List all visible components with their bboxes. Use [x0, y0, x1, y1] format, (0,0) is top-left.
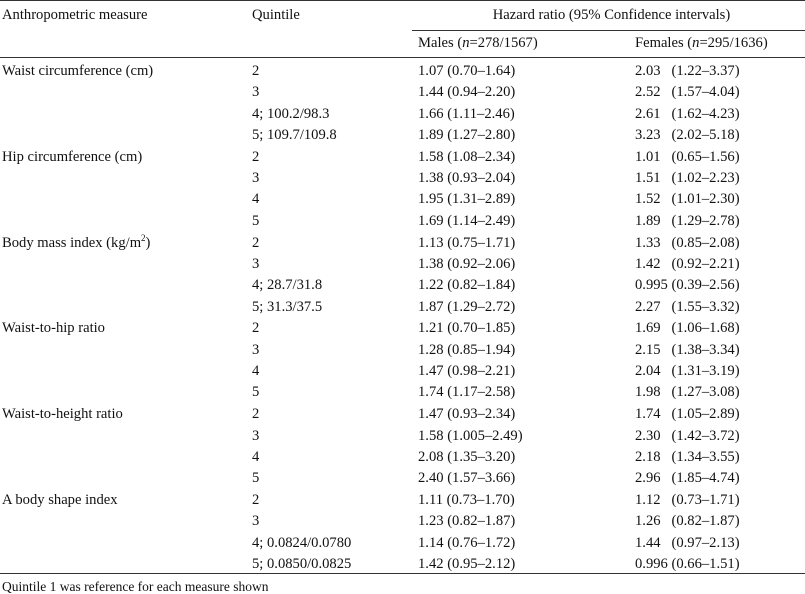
measure-label: Waist-to-hip ratio [2, 320, 105, 337]
header-males: Males (n=278/1567) [418, 35, 538, 51]
females-hr-cell: 1.52 (1.01–2.30) [635, 191, 740, 208]
quintile-cell: 2 [252, 148, 260, 165]
females-hr-cell: 2.04 (1.31–3.19) [635, 363, 740, 379]
males-hr-cell: 1.58 (1.08–2.34) [418, 148, 516, 165]
males-hr-cell: 1.87 (1.29–2.72) [418, 298, 516, 315]
females-hr-cell: 1.98 (1.27–3.08) [635, 384, 740, 401]
females-hr-cell: 1.26 (0.82–1.87) [635, 513, 740, 530]
males-hr-cell: 1.11 (0.73–1.70) [418, 492, 515, 508]
females-hr-cell: 2.30 (1.42–3.72) [635, 427, 740, 444]
females-hr-cell: 1.44 (0.97–2.13) [635, 534, 740, 551]
quintile-cell: 3 [252, 84, 260, 101]
table-top-rule [0, 0, 805, 1]
females-hr-cell: 1.42 (0.92–2.21) [635, 255, 740, 272]
males-hr-cell: 1.44 (0.94–2.20) [418, 84, 516, 101]
measure-label: A body shape index [2, 492, 118, 508]
quintile-cell: 3 [252, 341, 260, 358]
females-hr-cell: 2.03 (1.22–3.37) [635, 63, 740, 79]
quintile-cell: 4; 0.0824/0.0780 [252, 534, 352, 551]
males-hr-cell: 2.08 (1.35–3.20) [418, 448, 516, 465]
males-hr-cell: 1.21 (0.70–1.85) [418, 320, 516, 337]
females-hr-cell: 1.12 (0.73–1.71) [635, 492, 740, 508]
females-hr-cell: 1.69 (1.06–1.68) [635, 320, 740, 337]
quintile-cell: 5 [252, 212, 260, 229]
quintile-cell: 5 [252, 470, 260, 487]
measure-label: Waist circumference (cm) [2, 63, 154, 79]
quintile-cell: 4; 100.2/98.3 [252, 105, 330, 122]
males-hr-cell: 1.38 (0.93–2.04) [418, 170, 516, 187]
quintile-cell: 4 [252, 363, 260, 379]
header-anthropometric-measure: Anthropometric measure [2, 7, 148, 23]
males-hr-cell: 1.66 (1.11–2.46) [418, 105, 515, 122]
quintile-cell: 3 [252, 170, 260, 187]
males-hr-cell: 1.58 (1.005–2.49) [418, 427, 523, 444]
males-hr-cell: 1.13 (0.75–1.71) [418, 234, 516, 251]
quintile-cell: 3 [252, 427, 260, 444]
quintile-cell: 3 [252, 255, 260, 272]
header-females: Females (n=295/1636) [635, 35, 768, 51]
males-hr-cell: 1.38 (0.92–2.06) [418, 255, 516, 272]
males-hr-cell: 1.14 (0.76–1.72) [418, 534, 516, 551]
table-bottom-rule [0, 573, 805, 574]
header-span-rule [412, 30, 805, 31]
females-hr-cell: 1.51 (1.02–2.23) [635, 170, 740, 187]
quintile-cell: 2 [252, 234, 260, 251]
quintile-cell: 4 [252, 448, 260, 465]
females-hr-cell: 1.89 (1.29–2.78) [635, 212, 740, 229]
females-hr-cell: 0.995 (0.39–2.56) [635, 277, 740, 294]
header-bottom-rule [0, 57, 805, 58]
quintile-cell: 2 [252, 320, 260, 337]
females-hr-cell: 2.18 (1.34–3.55) [635, 448, 740, 465]
males-hr-cell: 1.74 (1.17–2.58) [418, 384, 516, 401]
males-hr-cell: 1.23 (0.82–1.87) [418, 513, 516, 530]
quintile-cell: 5; 109.7/109.8 [252, 126, 337, 143]
females-hr-cell: 2.15 (1.38–3.34) [635, 341, 740, 358]
males-hr-cell: 1.22 (0.82–1.84) [418, 277, 516, 294]
quintile-cell: 5 [252, 384, 260, 401]
males-hr-cell: 1.95 (1.31–2.89) [418, 191, 516, 208]
quintile-cell: 5; 31.3/37.5 [252, 298, 323, 315]
header-quintile: Quintile [252, 7, 300, 23]
measure-label: Waist-to-height ratio [2, 406, 123, 423]
males-hr-cell: 1.47 (0.93–2.34) [418, 406, 516, 423]
quintile-cell: 2 [252, 406, 260, 423]
females-hr-cell: 1.01 (0.65–1.56) [635, 148, 740, 165]
males-hr-cell: 1.28 (0.85–1.94) [418, 341, 516, 358]
measure-label: Hip circumference (cm) [2, 148, 143, 165]
females-hr-cell: 0.996 (0.66–1.51) [635, 555, 740, 572]
males-hr-cell: 1.07 (0.70–1.64) [418, 63, 516, 79]
quintile-cell: 3 [252, 513, 260, 530]
males-hr-cell: 1.42 (0.95–2.12) [418, 555, 516, 572]
females-hr-cell: 2.61 (1.62–4.23) [635, 105, 740, 122]
quintile-cell: 4; 28.7/31.8 [252, 277, 323, 294]
table-footnote: Quintile 1 was reference for each measur… [2, 579, 269, 594]
header-hazard-ratio: Hazard ratio (95% Confidence intervals) [492, 7, 731, 23]
females-hr-cell: 2.52 (1.57–4.04) [635, 84, 740, 101]
males-hr-cell: 1.89 (1.27–2.80) [418, 126, 516, 143]
females-hr-cell: 1.74 (1.05–2.89) [635, 406, 740, 423]
females-hr-cell: 3.23 (2.02–5.18) [635, 126, 740, 143]
males-hr-cell: 1.47 (0.98–2.21) [418, 363, 516, 379]
females-hr-cell: 1.33 (0.85–2.08) [635, 234, 740, 251]
quintile-cell: 2 [252, 492, 260, 508]
measure-label: Body mass index (kg/m2) [2, 232, 151, 251]
females-hr-cell: 2.27 (1.55–3.32) [635, 298, 740, 315]
males-hr-cell: 2.40 (1.57–3.66) [418, 470, 516, 487]
females-hr-cell: 2.96 (1.85–4.74) [635, 470, 740, 487]
males-hr-cell: 1.69 (1.14–2.49) [418, 212, 516, 229]
quintile-cell: 5; 0.0850/0.0825 [252, 555, 352, 572]
quintile-cell: 2 [252, 63, 260, 79]
quintile-cell: 4 [252, 191, 260, 208]
